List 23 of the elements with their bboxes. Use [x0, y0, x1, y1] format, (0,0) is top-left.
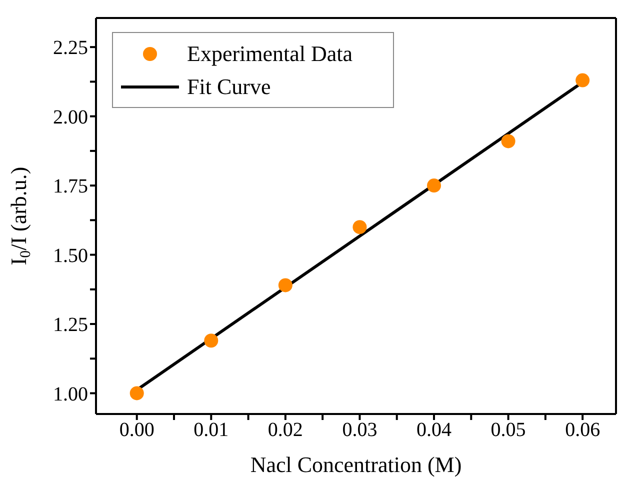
- x-tick-label: 0.03: [342, 419, 378, 442]
- point: [427, 178, 441, 193]
- x-tick-label: 0.04: [416, 419, 452, 442]
- x-tick-label: 0.05: [490, 419, 526, 442]
- x-tick-label: 0.01: [194, 419, 229, 442]
- point: [278, 278, 292, 292]
- x-axis-title: Nacl Concentration (M): [250, 452, 462, 477]
- point: [204, 334, 218, 348]
- point: [130, 386, 144, 400]
- point: [352, 220, 367, 234]
- legend-label: Experimental Data: [187, 40, 353, 66]
- y-tick-label: 1.75: [53, 176, 88, 198]
- y-tick-label: 1.25: [53, 314, 88, 336]
- y-tick-label: 2.00: [53, 106, 88, 128]
- point: [501, 134, 516, 148]
- y-tick-label: 1.00: [53, 383, 88, 406]
- y-tick-label: 1.50: [53, 244, 88, 267]
- x-tick-label: 0.00: [119, 419, 154, 442]
- x-tick-label: 0.02: [268, 419, 303, 442]
- y-tick-label: 2.25: [53, 37, 88, 60]
- x-tick-label: 0.06: [565, 419, 600, 442]
- point: [576, 73, 590, 88]
- legend-label: Fit Curve: [187, 74, 271, 100]
